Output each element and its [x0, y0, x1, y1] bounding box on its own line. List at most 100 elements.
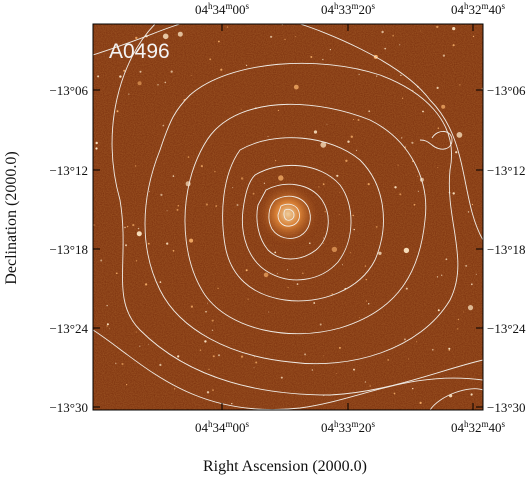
star	[338, 214, 340, 215]
star	[368, 303, 370, 305]
star	[313, 302, 316, 304]
star	[376, 75, 378, 77]
star	[277, 273, 279, 275]
star	[209, 58, 212, 61]
stars-layer	[93, 24, 483, 405]
star	[199, 349, 202, 352]
star	[472, 35, 475, 38]
star	[338, 346, 341, 349]
xray-contours	[93, 24, 483, 410]
star	[364, 265, 367, 267]
star	[126, 225, 129, 228]
star	[365, 300, 368, 302]
star	[352, 119, 354, 120]
star	[381, 30, 384, 34]
dec-right-tick-3: −13°18	[487, 242, 526, 257]
star	[455, 151, 458, 154]
star	[159, 363, 162, 366]
star	[211, 319, 214, 322]
star	[319, 323, 322, 326]
star	[441, 104, 446, 109]
star	[448, 349, 450, 351]
star	[162, 124, 165, 127]
star	[126, 384, 128, 386]
star	[270, 35, 273, 38]
star	[471, 203, 474, 206]
star	[255, 361, 258, 364]
star	[357, 119, 360, 121]
dec-right-labels: −13°06 −13°12 −13°18 −13°24 −13°30	[487, 83, 526, 415]
contour-8	[268, 195, 311, 239]
dec-right-tick-4: −13°24	[487, 321, 526, 336]
star	[207, 302, 208, 304]
contour-4	[184, 103, 427, 335]
star	[384, 47, 387, 50]
star	[408, 358, 410, 360]
star	[177, 31, 183, 37]
star	[403, 247, 410, 254]
dec-left-tick-1: −13°06	[49, 83, 88, 98]
star	[378, 251, 382, 255]
star	[116, 272, 118, 275]
star	[437, 127, 439, 129]
star	[284, 38, 286, 40]
dec-right-tick-2: −13°12	[487, 163, 526, 178]
star	[436, 276, 439, 278]
star	[145, 283, 148, 286]
star	[402, 97, 404, 99]
star	[208, 368, 210, 370]
star	[405, 145, 406, 147]
star	[252, 192, 255, 195]
star	[116, 110, 119, 113]
star	[368, 110, 371, 113]
star	[214, 170, 216, 173]
star	[280, 376, 283, 379]
star	[109, 328, 110, 330]
contour-core	[283, 208, 295, 221]
star	[353, 228, 355, 231]
star	[364, 381, 367, 383]
star	[119, 75, 122, 78]
star	[420, 30, 422, 32]
star	[287, 287, 289, 288]
star	[132, 224, 135, 227]
dec-left-tick-3: −13°18	[49, 242, 88, 257]
star	[470, 283, 473, 286]
star	[232, 187, 234, 189]
star	[459, 84, 461, 86]
dec-left-tick-5: −13°30	[49, 400, 88, 415]
star	[311, 369, 313, 371]
star	[401, 137, 403, 139]
star	[204, 340, 207, 343]
star	[275, 160, 277, 162]
star	[365, 278, 367, 281]
star	[452, 44, 455, 47]
star	[345, 159, 348, 162]
star	[170, 70, 173, 73]
star	[437, 167, 439, 168]
star	[394, 186, 397, 189]
star	[296, 283, 299, 285]
star	[445, 258, 448, 261]
star	[217, 287, 219, 290]
star	[457, 328, 459, 330]
star	[231, 403, 233, 405]
star	[106, 325, 108, 327]
star	[432, 349, 434, 351]
ra-bottom-tick-3: 04h32m40s	[451, 419, 506, 435]
y-axis-title: Declination (2000.0)	[3, 151, 20, 284]
star	[336, 373, 338, 374]
star	[106, 305, 108, 307]
cluster-label: A0496	[109, 40, 170, 63]
star	[162, 33, 169, 40]
star	[263, 182, 265, 184]
star	[128, 93, 130, 95]
star	[287, 269, 288, 271]
star	[441, 274, 443, 276]
star	[304, 353, 307, 356]
star	[278, 175, 284, 181]
star	[422, 110, 424, 113]
star	[417, 175, 419, 177]
contour-9	[277, 203, 300, 227]
star	[419, 401, 422, 404]
